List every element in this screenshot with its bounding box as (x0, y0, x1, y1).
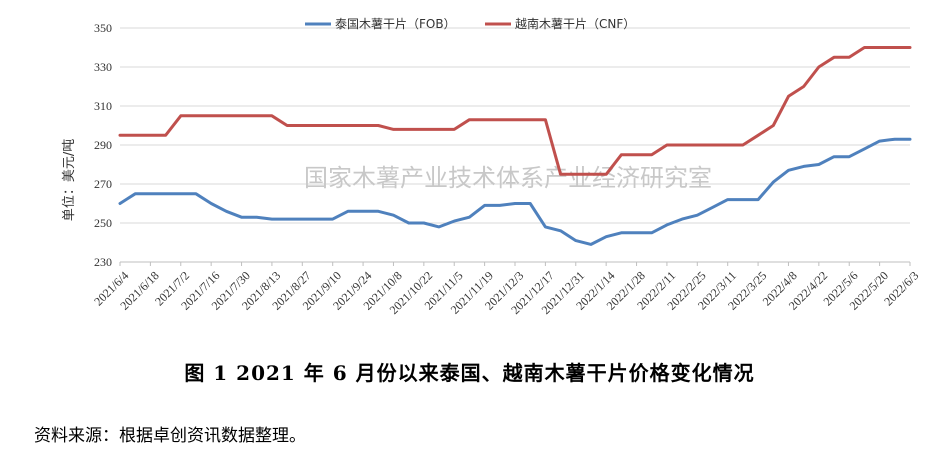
y-tick-label: 250 (94, 216, 112, 230)
gridlines (120, 27, 910, 263)
watermark: 国家木薯产业技术体系产业经济研究室 (304, 164, 712, 192)
y-tick-label: 270 (94, 177, 112, 191)
legend-label-1: 泰国木薯干片（FOB） (335, 17, 456, 31)
y-tick-label: 330 (94, 60, 112, 74)
x-axis-ticks: 2021/6/42021/6/182021/7/22021/7/162021/7… (91, 262, 921, 317)
series-lines (118, 46, 912, 246)
figure-caption: 图 1 2021 年 6 月份以来泰国、越南木薯干片价格变化情况 (184, 361, 755, 385)
line-chart: 230 250 270 290 310 330 350 2021/6/42021/6/182… (62, 16, 921, 317)
y-axis-ticks: 230 250 270 290 310 330 350 (94, 21, 112, 269)
y-tick-label: 350 (94, 21, 112, 35)
y-tick-label: 230 (94, 255, 112, 269)
series-line-2 (118, 46, 912, 176)
y-axis-label: 单位：美元/吨 (62, 139, 77, 221)
x-tick-label: 2022/6/3 (881, 268, 921, 308)
legend-label-2: 越南木薯干片（CNF） (515, 16, 635, 31)
y-tick-label: 310 (94, 99, 112, 113)
legend: 泰国木薯干片（FOB） 越南木薯干片（CNF） (305, 16, 635, 31)
y-tick-label: 290 (94, 138, 112, 152)
series-line-1 (118, 137, 912, 246)
source-note: 资料来源：根据卓创资讯数据整理。 (34, 426, 306, 446)
